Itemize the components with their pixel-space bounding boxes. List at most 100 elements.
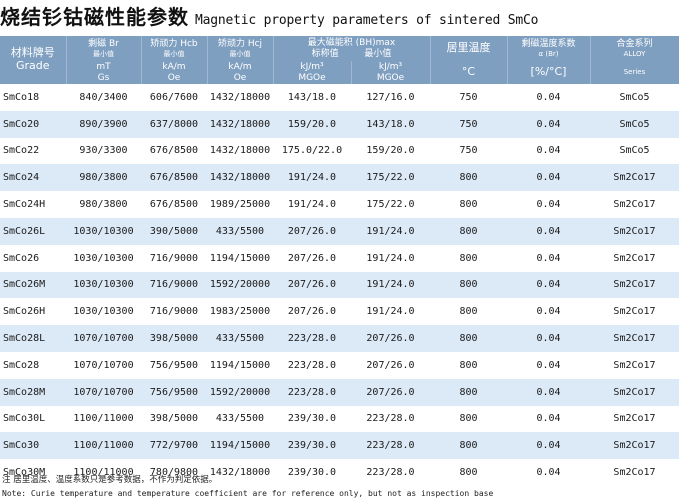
- table-header: 材料牌号 Grade 剩磁 Br 最小值 矫顽力 Hcb 最小值 矫顽力 Hcj…: [0, 36, 679, 84]
- cell-alloy: Sm2Co17: [590, 351, 679, 379]
- cell-alloy: SmCo5: [590, 84, 679, 111]
- cell-alloy: Sm2Co17: [590, 164, 679, 192]
- cell-bh-nom: 223/28.0: [273, 378, 351, 406]
- cell-hcj: 1194/15000: [207, 244, 273, 272]
- cell-hcb: 716/9000: [141, 271, 207, 299]
- cell-hcj: 1432/18000: [207, 84, 273, 111]
- cell-alloy: Sm2Co17: [590, 405, 679, 433]
- cell-hcj: 1432/18000: [207, 110, 273, 138]
- cell-bh-min: 143/18.0: [351, 110, 430, 138]
- cell-curie: 800: [430, 244, 507, 272]
- cell-alloy: SmCo5: [590, 137, 679, 165]
- cell-tc: 0.04: [507, 244, 590, 272]
- unit-hcj: kA/m Oe: [207, 61, 274, 84]
- cell-hcj: 1194/15000: [207, 351, 273, 379]
- cell-alloy: Sm2Co17: [590, 244, 679, 272]
- cell-tc: 0.04: [507, 110, 590, 138]
- cell-bh-nom: 191/24.0: [273, 191, 351, 218]
- table-row: SmCo26 1030/10300 716/9000 1194/15000 207/26…: [0, 244, 679, 272]
- cell-bh-min: 223/28.0: [351, 432, 430, 460]
- cell-hcb: 676/8500: [141, 164, 207, 192]
- cell-br: 930/3300: [66, 137, 141, 165]
- cell-br: 890/3900: [66, 110, 141, 138]
- title-english: Magnetic property parameters of sintered…: [195, 13, 539, 28]
- cell-curie: 800: [430, 271, 507, 299]
- cell-curie: 800: [430, 164, 507, 192]
- unit-alloy: Series: [590, 61, 679, 84]
- cell-alloy: Sm2Co17: [590, 271, 679, 299]
- cell-bh-nom: 143/18.0: [273, 84, 351, 111]
- cell-br: 1030/10300: [66, 298, 141, 326]
- cell-alloy: Sm2Co17: [590, 298, 679, 326]
- cell-hcb: 606/7600: [141, 84, 207, 111]
- cell-br: 980/3800: [66, 164, 141, 192]
- cell-bh-min: 175/22.0: [351, 164, 430, 192]
- header-curie: 居里温度: [430, 36, 508, 61]
- cell-hcj: 1194/15000: [207, 432, 273, 460]
- cell-hcb: 398/5000: [141, 325, 207, 352]
- cell-curie: 750: [430, 137, 507, 165]
- table-row: SmCo20 890/3900 637/8000 1432/18000 159/20.0…: [0, 110, 679, 138]
- table-row: SmCo26H 1030/10300 716/9000 1983/25000 207/2…: [0, 298, 679, 326]
- header-hcb: 矫顽力 Hcb 最小值: [141, 36, 208, 61]
- table-row: SmCo24 980/3800 676/8500 1432/18000 191/24.0…: [0, 164, 679, 192]
- cell-curie: 800: [430, 191, 507, 218]
- table-row: SmCo26L 1030/10300 390/5000 433/5500 207/26.…: [0, 217, 679, 245]
- cell-hcb: 780/9800: [141, 459, 207, 486]
- cell-tc: 0.04: [507, 271, 590, 299]
- cell-tc: 0.04: [507, 432, 590, 460]
- unit-br: mT Gs: [66, 61, 142, 84]
- cell-bh-nom: 223/28.0: [273, 351, 351, 379]
- cell-alloy: SmCo5: [590, 110, 679, 138]
- cell-bh-nom: 191/24.0: [273, 164, 351, 192]
- footnote-en: Note: Curie temperature and temperature …: [2, 489, 494, 498]
- header-alloy: 合金系列 ALLOY: [590, 36, 679, 61]
- cell-curie: 800: [430, 459, 507, 486]
- unit-bh-nominal: kJ/m³ MGOe: [273, 61, 352, 84]
- table-row: SmCo28 1070/10700 756/9500 1194/15000 223/28…: [0, 351, 679, 379]
- cell-bh-min: 223/28.0: [351, 405, 430, 433]
- cell-grade: SmCo26: [0, 244, 66, 272]
- cell-hcj: 1983/25000: [207, 298, 273, 326]
- cell-bh-min: 175/22.0: [351, 191, 430, 218]
- table-row: SmCo30L 1100/11000 398/5000 433/5500 239/30.…: [0, 405, 679, 433]
- cell-hcj: 1989/25000: [207, 191, 273, 218]
- cell-curie: 800: [430, 298, 507, 326]
- cell-br: 1030/10300: [66, 217, 141, 245]
- cell-bh-nom: 175.0/22.0: [273, 137, 351, 165]
- cell-hcb: 637/8000: [141, 110, 207, 138]
- cell-hcb: 756/9500: [141, 351, 207, 379]
- cell-hcb: 398/5000: [141, 405, 207, 433]
- table-row: SmCo28L 1070/10700 398/5000 433/5500 223/28.…: [0, 325, 679, 352]
- cell-curie: 800: [430, 217, 507, 245]
- cell-curie: 800: [430, 378, 507, 406]
- table-row: SmCo30 1100/11000 772/9700 1194/15000 239/30…: [0, 432, 679, 460]
- cell-hcj: 1432/18000: [207, 137, 273, 165]
- cell-grade: SmCo28L: [0, 325, 66, 352]
- cell-br: 1030/10300: [66, 244, 141, 272]
- cell-grade: SmCo30L: [0, 405, 66, 433]
- cell-alloy: Sm2Co17: [590, 325, 679, 352]
- cell-bh-min: 127/16.0: [351, 84, 430, 111]
- footnote-zh: 注 居里温度、温度系数只是参考数据，不作为判定依据。: [2, 475, 218, 485]
- cell-tc: 0.04: [507, 298, 590, 326]
- cell-br: 1100/11000: [66, 405, 141, 433]
- table-row: SmCo24H 980/3800 676/8500 1989/25000 191/24.…: [0, 191, 679, 218]
- cell-alloy: Sm2Co17: [590, 378, 679, 406]
- cell-hcb: 716/9000: [141, 298, 207, 326]
- cell-br: 1100/11000: [66, 459, 141, 486]
- cell-grade: SmCo24: [0, 164, 66, 192]
- table-row: SmCo28M 1070/10700 756/9500 1592/20000 223/2…: [0, 378, 679, 406]
- cell-tc: 0.04: [507, 459, 590, 486]
- cell-br: 1070/10700: [66, 351, 141, 379]
- cell-curie: 750: [430, 84, 507, 111]
- cell-tc: 0.04: [507, 405, 590, 433]
- cell-br: 1070/10700: [66, 378, 141, 406]
- cell-tc: 0.04: [507, 378, 590, 406]
- cell-grade: SmCo26H: [0, 298, 66, 326]
- cell-grade: SmCo24H: [0, 191, 66, 218]
- cell-grade: SmCo30: [0, 432, 66, 460]
- header-hcj: 矫顽力 Hcj 最小值: [207, 36, 274, 61]
- cell-grade: SmCo30M: [0, 459, 66, 486]
- table-body: SmCo18 840/3400 606/7600 1432/18000 143/18.0…: [0, 84, 679, 486]
